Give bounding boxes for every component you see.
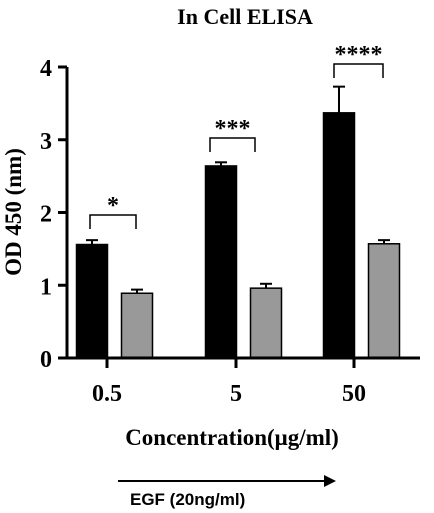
y-tick-label: 2 bbox=[40, 202, 52, 228]
significance-label: **** bbox=[335, 42, 383, 68]
y-tick-label: 0 bbox=[40, 347, 52, 373]
y-axis-ticks: 0 1 2 3 4 bbox=[40, 56, 67, 373]
x-tick-label: 0.5 bbox=[92, 381, 122, 407]
y-tick-label: 3 bbox=[40, 129, 52, 155]
x-axis-label: Concentration(μg/ml) bbox=[125, 425, 339, 450]
bar-series-2-0.5 bbox=[120, 292, 154, 359]
x-tick-label: 5 bbox=[230, 381, 242, 407]
significance-bracket bbox=[209, 137, 256, 152]
y-tick-label: 4 bbox=[40, 56, 52, 82]
bar-series-2-50 bbox=[367, 243, 401, 359]
x-axis-ticks: 0.5 5 50 bbox=[92, 358, 366, 407]
significance-markers: ******** bbox=[89, 42, 384, 229]
significance-bracket bbox=[89, 214, 137, 229]
bar-series-1-0.5 bbox=[75, 243, 109, 359]
y-tick-label: 1 bbox=[40, 274, 52, 300]
significance-label: * bbox=[107, 193, 119, 219]
y-axis-label: OD 450 (nm) bbox=[1, 148, 26, 276]
bar-series-2-5 bbox=[249, 287, 283, 359]
chart-title: In Cell ELISA bbox=[177, 4, 313, 29]
significance-label: *** bbox=[215, 116, 251, 142]
egf-annotation: EGF (20ng/ml) bbox=[130, 490, 245, 509]
bar-series-1-5 bbox=[204, 165, 238, 359]
x-tick-label: 50 bbox=[342, 381, 366, 407]
significance-bracket bbox=[333, 63, 384, 78]
bar-series-1-50 bbox=[322, 112, 356, 359]
bars bbox=[75, 85, 401, 359]
egf-arrow-head bbox=[324, 475, 336, 487]
